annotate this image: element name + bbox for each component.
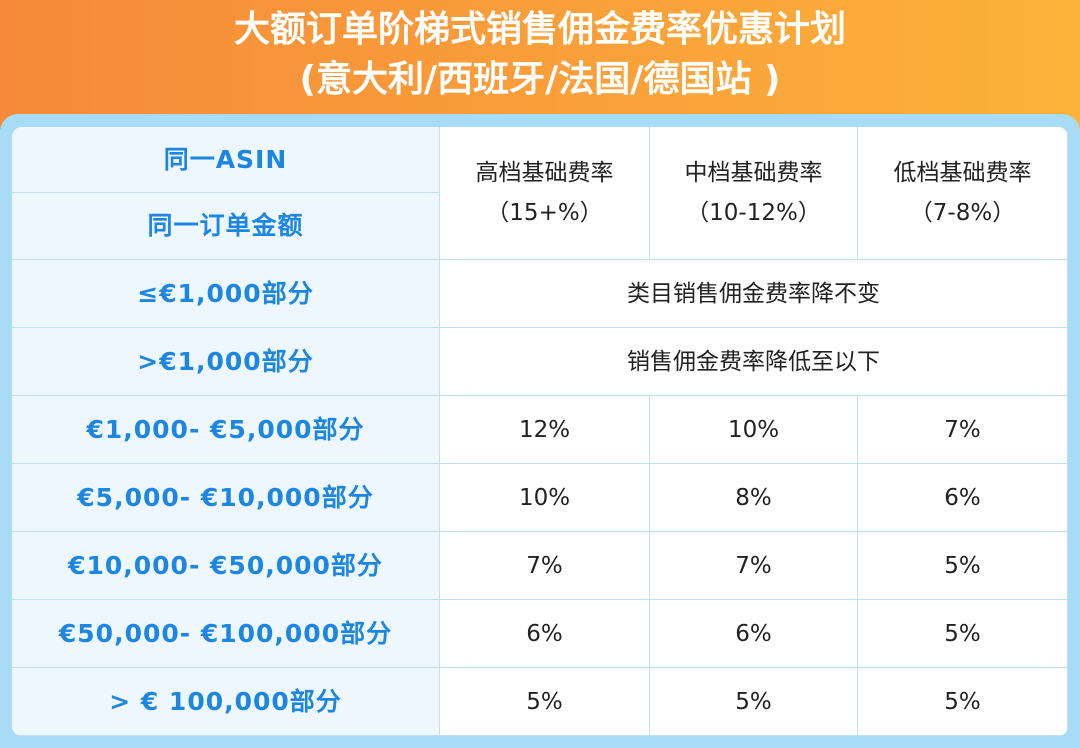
row-label: €10,000- €50,000部分 bbox=[12, 532, 440, 600]
rate-cell: 5% bbox=[650, 668, 858, 736]
column-header: 低档基础费率 （7-8%） bbox=[858, 127, 1068, 260]
rate-cell: 10% bbox=[440, 464, 650, 532]
rate-cell: 6% bbox=[858, 464, 1068, 532]
span-cell: 类目销售佣金费率降不变 bbox=[440, 260, 1068, 328]
rate-cell: 6% bbox=[650, 600, 858, 668]
column-range: （7-8%） bbox=[909, 200, 1016, 226]
rate-cell: 7% bbox=[650, 532, 858, 600]
rate-cell: 8% bbox=[650, 464, 858, 532]
header: 大额订单阶梯式销售佣金费率优惠计划 (意大利/西班牙/法国/德国站 ) bbox=[0, 0, 1080, 130]
row-label: >€1,000部分 bbox=[12, 328, 440, 396]
rate-cell: 5% bbox=[440, 668, 650, 736]
span-cell: 销售佣金费率降低至以下 bbox=[440, 328, 1068, 396]
title-line: 大额订单阶梯式销售佣金费率优惠计划 bbox=[233, 9, 846, 50]
rate-cell: 7% bbox=[440, 532, 650, 600]
table: 同一ASIN 同一订单金额 高档基础费率 （15+%） 中档基础费率 （10-12%） 低档… bbox=[12, 127, 1068, 736]
rate-cell: 5% bbox=[858, 532, 1068, 600]
column-header: 高档基础费率 （15+%） bbox=[440, 127, 650, 260]
row-label: ≤€1,000部分 bbox=[12, 260, 440, 328]
rate-cell: 5% bbox=[858, 600, 1068, 668]
rate-cell: 7% bbox=[858, 396, 1068, 464]
row-label: > € 100,000部分 bbox=[12, 668, 440, 736]
rate-cell: 10% bbox=[650, 396, 858, 464]
title-line: (意大利/西班牙/法国/德国站 ) bbox=[299, 59, 781, 100]
rate-cell: 5% bbox=[858, 668, 1068, 736]
column-header: 中档基础费率 （10-12%） bbox=[650, 127, 858, 260]
corner-label: 同一ASIN bbox=[12, 127, 440, 193]
column-range: （15+%） bbox=[486, 200, 603, 226]
column-name: 高档基础费率 bbox=[475, 160, 614, 186]
row-label: €50,000- €100,000部分 bbox=[12, 600, 440, 668]
rate-cell: 6% bbox=[440, 600, 650, 668]
corner-label: 同一订单金额 bbox=[12, 193, 440, 260]
column-name: 中档基础费率 bbox=[684, 160, 823, 186]
column-range: （10-12%） bbox=[686, 200, 821, 226]
rate-cell: 12% bbox=[440, 396, 650, 464]
row-label: €5,000- €10,000部分 bbox=[12, 464, 440, 532]
row-label: €1,000- €5,000部分 bbox=[12, 396, 440, 464]
column-name: 低档基础费率 bbox=[893, 160, 1032, 186]
